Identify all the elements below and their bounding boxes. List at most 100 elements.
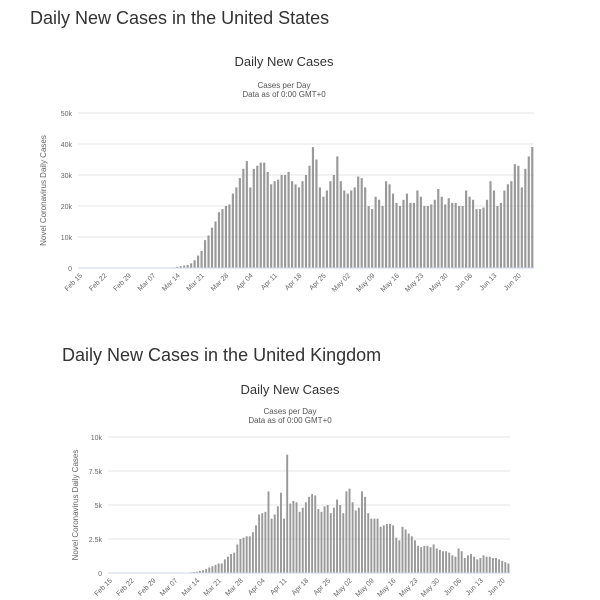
uk-bar[interactable] [214, 564, 217, 573]
us-bar[interactable] [465, 190, 468, 269]
us-bar[interactable] [217, 212, 221, 268]
us-bar[interactable] [395, 202, 398, 268]
us-bar[interactable] [284, 175, 287, 268]
uk-bar[interactable] [192, 571, 195, 573]
uk-bar[interactable] [407, 533, 410, 573]
us-bar[interactable] [297, 187, 301, 268]
us-bar[interactable] [210, 227, 214, 268]
uk-bar[interactable] [270, 518, 273, 573]
uk-bar[interactable] [323, 506, 326, 573]
us-bar[interactable] [437, 188, 440, 268]
uk-bar[interactable] [251, 532, 254, 573]
uk-bar[interactable] [379, 526, 382, 573]
us-bar[interactable] [259, 162, 262, 268]
uk-bar[interactable] [314, 495, 317, 573]
uk-bar[interactable] [417, 545, 420, 573]
us-bar[interactable] [440, 196, 443, 268]
us-bar[interactable] [510, 181, 513, 268]
uk-bar[interactable] [354, 510, 357, 573]
us-bar[interactable] [475, 209, 478, 268]
uk-bar[interactable] [357, 507, 360, 573]
us-bar[interactable] [203, 240, 207, 268]
uk-bar[interactable] [298, 511, 301, 573]
us-bar[interactable] [360, 178, 363, 268]
us-bar[interactable] [492, 190, 496, 269]
us-bar[interactable] [454, 202, 457, 268]
us-bar[interactable] [468, 196, 471, 268]
uk-bar[interactable] [498, 559, 501, 573]
uk-bar[interactable] [361, 491, 363, 573]
uk-bar[interactable] [488, 556, 491, 573]
us-bar[interactable] [270, 184, 273, 268]
us-bar[interactable] [304, 175, 308, 268]
us-bar[interactable] [416, 190, 419, 269]
uk-bar[interactable] [504, 562, 507, 573]
uk-bar[interactable] [432, 544, 435, 573]
uk-bar[interactable] [392, 525, 395, 573]
us-bar[interactable] [277, 179, 280, 268]
us-bar[interactable] [176, 266, 179, 268]
us-bar[interactable] [294, 184, 297, 268]
uk-bar[interactable] [491, 558, 494, 573]
uk-bar[interactable] [429, 547, 432, 573]
uk-bar[interactable] [351, 502, 354, 573]
uk-bar[interactable] [236, 544, 239, 573]
us-bar[interactable] [318, 187, 321, 268]
uk-bar[interactable] [320, 511, 323, 573]
us-bar[interactable] [506, 184, 509, 268]
uk-bar[interactable] [205, 568, 208, 573]
uk-bar[interactable] [208, 567, 211, 573]
uk-bar[interactable] [482, 555, 485, 573]
us-bar[interactable] [381, 206, 384, 268]
uk-bar[interactable] [329, 513, 332, 573]
us-bar[interactable] [339, 181, 342, 268]
us-bar[interactable] [503, 190, 506, 269]
uk-bar[interactable] [438, 549, 441, 573]
us-bar[interactable] [308, 165, 311, 268]
uk-bar[interactable] [332, 507, 335, 573]
us-bar[interactable] [273, 181, 276, 268]
uk-bar[interactable] [276, 506, 279, 573]
us-bar[interactable] [430, 204, 433, 268]
uk-bar[interactable] [413, 540, 416, 573]
uk-bar[interactable] [217, 563, 220, 573]
uk-bar[interactable] [279, 492, 282, 573]
uk-bar[interactable] [423, 545, 426, 573]
uk-bar[interactable] [507, 563, 510, 573]
uk-bar[interactable] [273, 514, 276, 573]
us-bar[interactable] [280, 175, 283, 268]
uk-bar[interactable] [239, 539, 242, 573]
us-bar[interactable] [367, 206, 370, 268]
us-bar[interactable] [343, 190, 346, 269]
us-bar[interactable] [287, 171, 290, 268]
us-bar[interactable] [266, 171, 269, 268]
us-bar[interactable] [256, 165, 259, 268]
uk-bar[interactable] [463, 558, 466, 573]
uk-bar[interactable] [242, 537, 245, 573]
us-bar[interactable] [322, 196, 325, 268]
us-bar[interactable] [332, 175, 335, 268]
uk-bar[interactable] [373, 518, 376, 573]
uk-bar[interactable] [264, 511, 267, 573]
us-bar[interactable] [531, 147, 534, 268]
us-bar[interactable] [364, 187, 367, 268]
uk-bar[interactable] [317, 509, 320, 573]
us-bar[interactable] [409, 202, 412, 268]
uk-bar[interactable] [476, 559, 479, 573]
us-bar[interactable] [245, 161, 248, 268]
uk-bar[interactable] [248, 536, 251, 573]
uk-bar[interactable] [401, 526, 404, 573]
us-bar[interactable] [482, 207, 485, 268]
us-bar[interactable] [224, 206, 228, 268]
uk-bar[interactable] [345, 491, 348, 573]
uk-bar[interactable] [451, 555, 454, 573]
uk-bar[interactable] [227, 556, 229, 573]
us-bar[interactable] [231, 193, 234, 268]
us-bar[interactable] [426, 206, 429, 268]
uk-bar[interactable] [220, 563, 223, 573]
uk-bar[interactable] [255, 525, 257, 573]
us-bar[interactable] [371, 209, 374, 268]
us-bar[interactable] [190, 263, 193, 268]
uk-bar[interactable] [295, 502, 298, 573]
us-bar[interactable] [472, 199, 475, 268]
